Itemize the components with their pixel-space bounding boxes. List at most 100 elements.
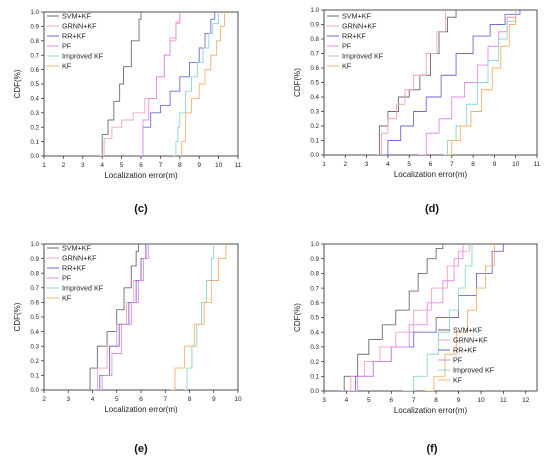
x-tick-label: 10 [512, 161, 520, 168]
x-tick-label: 8 [434, 397, 438, 404]
series-line-pf [141, 12, 181, 156]
series-line-kf [179, 12, 225, 156]
x-tick-label: 1 [42, 162, 46, 169]
series-line-grnn-kf [100, 12, 181, 156]
x-tick-label: 7 [163, 396, 167, 403]
legend-label: GRNN+KF [453, 336, 488, 345]
y-tick-label: 0.6 [310, 300, 319, 307]
y-tick-label: 1.0 [310, 241, 319, 248]
panel-caption: (f) [427, 443, 438, 455]
x-tick-label: 6 [429, 161, 433, 168]
legend-label: SVM+KF [342, 12, 372, 21]
legend-label: KF [62, 294, 72, 303]
x-axis-label: Localization error(m) [394, 406, 468, 415]
chart-panel: 2 3 4 5 6 7 8 9 10 0.0 0.1 0.2 0.3 0.4 0.5 0.6 0.7 0.8 0.9… [13, 241, 242, 455]
x-tick-label: 8 [188, 396, 192, 403]
x-tick-label: 4 [100, 162, 104, 169]
series-line-grnn-kf [377, 10, 446, 155]
y-tick-label: 0.8 [310, 36, 319, 43]
y-tick-label: 0.7 [30, 52, 39, 59]
x-tick-label: 11 [500, 397, 507, 404]
y-tick-label: 0.4 [30, 96, 39, 103]
legend-label: RR+KF [62, 264, 86, 273]
y-tick-label: 0.0 [310, 152, 319, 159]
series-line-svm-kf [100, 12, 142, 156]
series-line-improved-kf [173, 12, 220, 156]
legend-label: Improved KF [62, 52, 104, 61]
series-line-pf [97, 244, 149, 390]
x-tick-label: 9 [197, 162, 201, 169]
x-axis-label: Localization error(m) [104, 171, 178, 180]
legend-label: PF [342, 42, 352, 51]
legend-label: Improved KF [342, 52, 384, 61]
y-tick-label: 0.2 [310, 123, 319, 130]
y-tick-label: 0.5 [30, 81, 39, 88]
y-tick-label: 0.4 [310, 94, 319, 101]
legend-label: GRNN+KF [62, 22, 97, 31]
y-tick-label: 1.0 [30, 9, 39, 16]
y-tick-label: 0.1 [30, 139, 39, 146]
y-tick-label: 0.3 [30, 343, 39, 350]
y-tick-label: 0.7 [310, 51, 319, 58]
x-tick-label: 8 [178, 162, 182, 169]
x-tick-label: 6 [389, 397, 393, 404]
legend-label: KF [342, 62, 352, 71]
legend-label: Improved KF [62, 284, 104, 293]
x-tick-label: 3 [322, 397, 326, 404]
series-line-svm-kf [87, 244, 140, 390]
series-line-rr-kf [379, 10, 521, 155]
y-tick-label: 0.6 [30, 67, 39, 74]
y-tick-label: 0.4 [310, 329, 319, 336]
x-tick-label: 5 [115, 396, 119, 403]
legend-label: RR+KF [342, 32, 366, 41]
x-tick-label: 10 [477, 397, 485, 404]
y-axis-label: CDF(%) [293, 303, 302, 332]
y-tick-label: 0.2 [310, 359, 319, 366]
y-tick-label: 0.1 [310, 374, 319, 381]
y-tick-label: 0.3 [310, 344, 319, 351]
y-tick-label: 0.0 [30, 387, 39, 394]
legend-label: SVM+KF [62, 244, 92, 253]
x-axis-label: Localization error(m) [394, 170, 468, 179]
y-tick-label: 0.9 [310, 256, 319, 263]
y-tick-label: 0.7 [310, 285, 319, 292]
y-tick-label: 0.9 [30, 256, 39, 263]
series-line-improved-kf [402, 244, 473, 391]
x-tick-label: 6 [139, 396, 143, 403]
x-tick-label: 2 [42, 396, 46, 403]
panel-caption: (e) [134, 443, 148, 455]
x-tick-label: 11 [235, 162, 242, 169]
legend-label: SVM+KF [62, 12, 92, 21]
x-tick-label: 3 [66, 396, 70, 403]
chart-panel: 1 2 3 4 5 6 7 8 9 10 11 0.0 0.1 0.2 0.3 0.4 0.5 0.6 0.7 0.8… [13, 9, 242, 215]
legend-label: Improved KF [453, 366, 495, 375]
x-tick-label: 10 [234, 396, 242, 403]
x-tick-label: 6 [139, 162, 143, 169]
x-tick-label: 12 [522, 397, 530, 404]
y-tick-label: 0.9 [310, 22, 319, 29]
y-tick-label: 0.9 [30, 24, 39, 31]
x-tick-label: 4 [386, 161, 390, 168]
x-tick-label: 8 [471, 161, 475, 168]
plot-area [323, 9, 538, 156]
x-tick-label: 3 [365, 161, 369, 168]
legend-label: GRNN+KF [62, 254, 97, 263]
legend-label: RR+KF [453, 346, 477, 355]
x-tick-label: 2 [343, 161, 347, 168]
y-tick-label: 0.6 [310, 65, 319, 72]
legend-label: GRNN+KF [342, 22, 377, 31]
y-tick-label: 0.0 [30, 153, 39, 160]
x-axis-label: Localization error(m) [104, 405, 178, 414]
x-tick-label: 3 [81, 162, 85, 169]
y-tick-label: 0.2 [30, 358, 39, 365]
x-tick-label: 9 [493, 161, 497, 168]
legend-label: SVM+KF [453, 326, 483, 335]
legend-label: RR+KF [62, 32, 86, 41]
series-line-kf [424, 244, 495, 391]
y-tick-label: 0.4 [30, 329, 39, 336]
x-tick-label: 9 [457, 397, 461, 404]
series-line-kf [170, 244, 227, 390]
